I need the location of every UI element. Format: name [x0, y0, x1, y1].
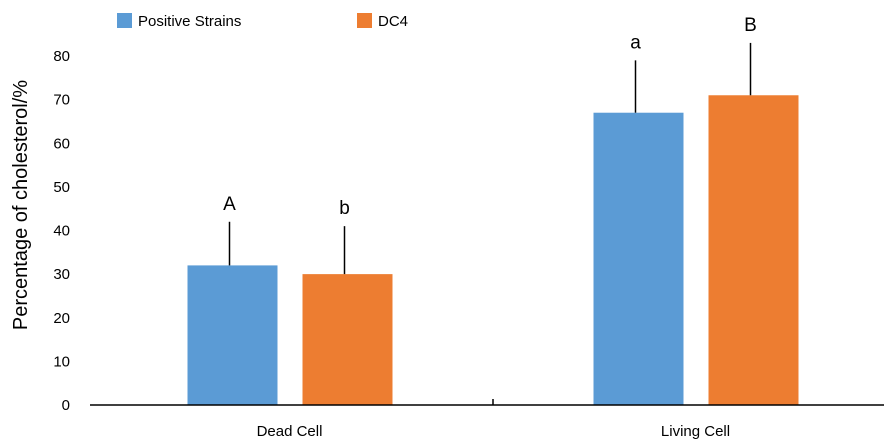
legend-label-1: Positive Strains — [138, 13, 241, 30]
y-tick-label: 20 — [53, 310, 70, 327]
bar-1-1 — [187, 265, 278, 405]
y-tick-label: 80 — [53, 48, 70, 65]
x-axis-labels: Dead Cell Living Cell — [257, 423, 731, 440]
significance-labels: Aa b B — [223, 15, 757, 219]
y-tick-label: 10 — [53, 353, 70, 370]
y-axis-label: Percentage of cholesterol/% — [10, 80, 32, 330]
x-tick-label: Living Cell — [661, 423, 730, 439]
error-bars — [228, 42, 752, 275]
legend: Positive Strains DC4 — [117, 13, 408, 30]
bar-1-2 — [593, 112, 684, 406]
y-tick-label: 0 — [62, 397, 70, 414]
y-axis-ticks: 0 10 20 30 40 50 60 70 80 — [53, 48, 70, 414]
axes — [90, 399, 884, 406]
significance-label-1-1: A — [223, 194, 236, 215]
significance-label-2-2: B — [744, 15, 757, 36]
bars — [187, 95, 799, 406]
y-axis-label-group: Percentage of cholesterol/% — [10, 80, 32, 330]
legend-swatch-1 — [117, 13, 132, 28]
bar-2-1 — [302, 274, 393, 405]
bar-2-2 — [708, 95, 799, 405]
significance-label-2-1: b — [339, 198, 350, 219]
y-tick-label: 70 — [53, 92, 70, 109]
y-tick-label: 30 — [53, 266, 70, 283]
legend-swatch-2 — [357, 13, 372, 28]
legend-label-2: DC4 — [378, 13, 408, 30]
y-tick-label: 40 — [53, 223, 70, 240]
y-tick-label: 50 — [53, 179, 70, 196]
x-tick-label: Dead Cell — [257, 423, 323, 439]
significance-label-1-2: a — [630, 32, 641, 53]
y-tick-label: 60 — [53, 135, 70, 152]
